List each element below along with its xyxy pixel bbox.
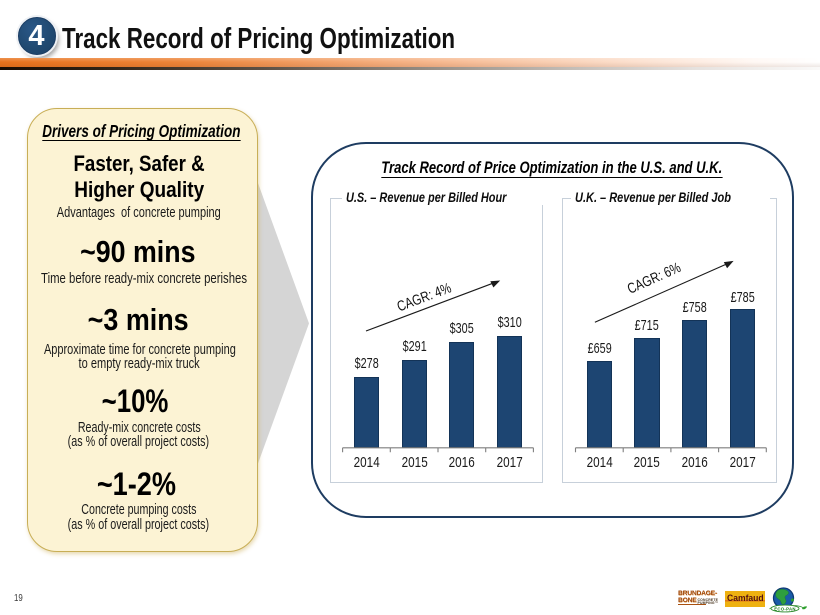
svg-text:ECO-PAN: ECO-PAN (774, 606, 796, 611)
